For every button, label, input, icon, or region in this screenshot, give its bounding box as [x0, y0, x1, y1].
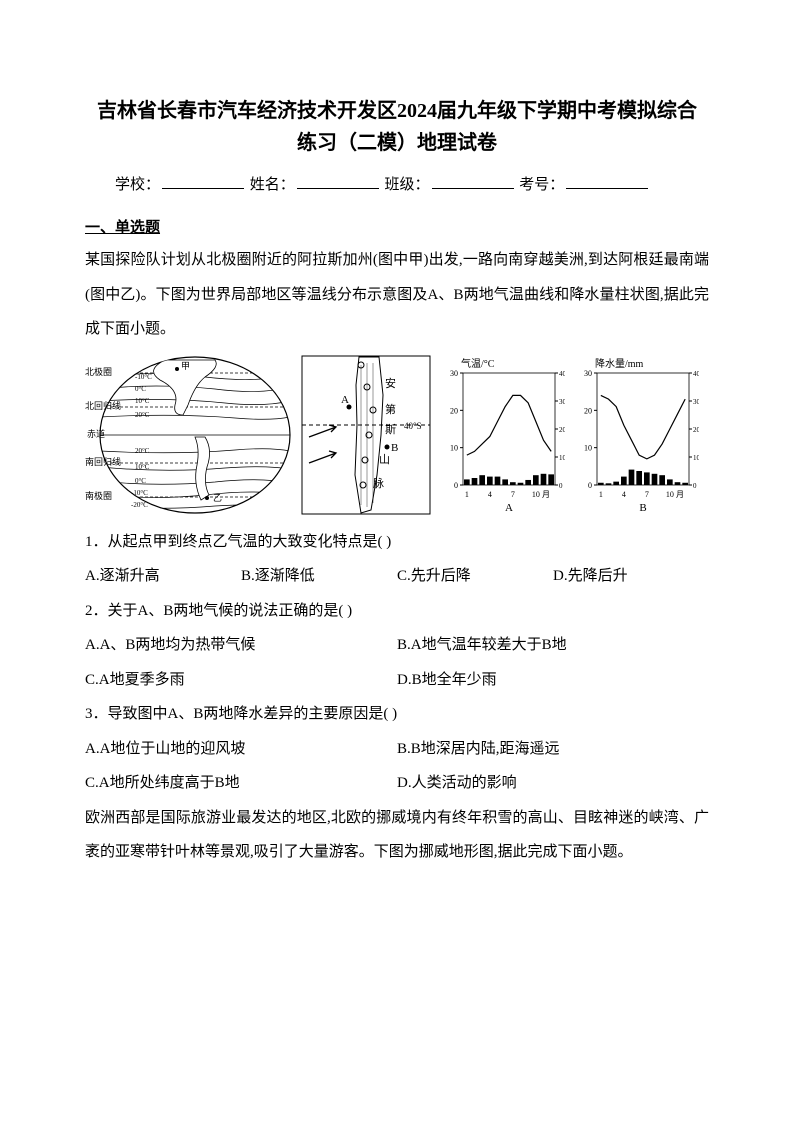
q2-opt-b[interactable]: B.A地气温年较差大于B地	[397, 628, 709, 663]
svg-text:乙: 乙	[213, 493, 222, 503]
class-label: 班级：	[385, 177, 430, 193]
svg-text:10°C: 10°C	[135, 397, 150, 405]
svg-text:100: 100	[693, 454, 699, 462]
svg-text:北回归线: 北回归线	[85, 400, 121, 411]
svg-text:0: 0	[454, 481, 458, 490]
svg-text:-10°C: -10°C	[135, 373, 152, 381]
climate-chart-a: 气温/°C0102030010020030040014710月A	[437, 355, 565, 515]
svg-text:200: 200	[693, 426, 699, 434]
examno-label: 考号：	[519, 177, 564, 193]
svg-text:南极圈: 南极圈	[85, 490, 112, 501]
svg-text:7: 7	[511, 490, 515, 499]
svg-text:400: 400	[693, 370, 699, 378]
svg-text:气温/°C: 气温/°C	[461, 357, 495, 370]
svg-text:脉: 脉	[373, 476, 384, 490]
school-label: 学校：	[115, 177, 160, 193]
title-line1: 吉林省长春市汽车经济技术开发区2024届九年级下学期中考模拟综合	[85, 95, 709, 127]
svg-text:30: 30	[450, 369, 458, 378]
svg-text:0: 0	[588, 481, 592, 490]
svg-text:0: 0	[693, 482, 697, 490]
q1-opt-c[interactable]: C.先升后降	[397, 559, 553, 594]
svg-text:赤道: 赤道	[87, 428, 105, 439]
svg-text:月: 月	[542, 490, 550, 499]
figure-row: 北极圈 北回归线 赤道 南回归线 南极圈 甲 乙 -10°C 0°C 10°C …	[85, 355, 709, 515]
svg-text:20°C: 20°C	[135, 447, 150, 455]
intro-paragraph-2: 欧洲西部是国际旅游业最发达的地区,北欧的挪威境内有终年积雪的高山、目眩神迷的峡湾…	[85, 801, 709, 870]
svg-text:月: 月	[676, 490, 684, 499]
svg-text:0°C: 0°C	[135, 477, 146, 485]
svg-text:7: 7	[645, 490, 649, 499]
svg-text:200: 200	[559, 426, 565, 434]
q3-opt-c[interactable]: C.A地所处纬度高于B地	[85, 766, 397, 801]
svg-text:山: 山	[379, 453, 390, 466]
svg-text:1: 1	[599, 490, 603, 499]
svg-text:0°C: 0°C	[135, 385, 146, 393]
name-blank[interactable]	[297, 171, 379, 189]
svg-text:1: 1	[465, 490, 469, 499]
class-blank[interactable]	[432, 171, 514, 189]
svg-text:-10°C: -10°C	[131, 489, 148, 497]
svg-text:-20°C: -20°C	[131, 501, 148, 509]
svg-text:A: A	[341, 394, 349, 406]
q1-stem: 1．从起点甲到终点乙气温的大致变化特点是( )	[85, 525, 709, 560]
q3-options-row2: C.A地所处纬度高于B地 D.人类活动的影响	[85, 766, 709, 801]
svg-text:安: 安	[385, 376, 396, 390]
title-line2: 练习（二模）地理试卷	[85, 127, 709, 159]
svg-text:10: 10	[666, 490, 674, 499]
svg-text:10: 10	[532, 490, 540, 499]
climate-chart-b: 降水量/mm0102030010020030040014710月B	[571, 355, 699, 515]
svg-text:20°C: 20°C	[135, 411, 150, 419]
q3-opt-a[interactable]: A.A地位于山地的迎风坡	[85, 732, 397, 767]
andes-detail-map: A B 40°S 安 第 斯 山 脉	[301, 355, 431, 515]
svg-text:南回归线: 南回归线	[85, 456, 121, 467]
svg-text:20: 20	[450, 406, 458, 415]
name-label: 姓名：	[250, 177, 295, 193]
intro-paragraph-1: 某国探险队计划从北极圈附近的阿拉斯加州(图中甲)出发,一路向南穿越美洲,到达阿根…	[85, 243, 709, 347]
q2-opt-c[interactable]: C.A地夏季多雨	[85, 663, 397, 698]
q1-opt-d[interactable]: D.先降后升	[553, 559, 709, 594]
q3-opt-d[interactable]: D.人类活动的影响	[397, 766, 709, 801]
svg-text:第: 第	[385, 402, 396, 416]
lat-label: 北极圈	[85, 366, 112, 377]
q3-opt-b[interactable]: B.B地深居内陆,距海遥远	[397, 732, 709, 767]
section-1-title: 一、单选题	[85, 216, 709, 237]
svg-text:斯: 斯	[385, 423, 396, 436]
svg-text:10: 10	[584, 443, 592, 452]
q3-stem: 3．导致图中A、B两地降水差异的主要原因是( )	[85, 697, 709, 732]
svg-text:400: 400	[559, 370, 565, 378]
q2-options-row2: C.A地夏季多雨 D.B地全年少雨	[85, 663, 709, 698]
world-isotherm-map: 北极圈 北回归线 赤道 南回归线 南极圈 甲 乙 -10°C 0°C 10°C …	[85, 355, 295, 515]
page-title: 吉林省长春市汽车经济技术开发区2024届九年级下学期中考模拟综合 练习（二模）地…	[85, 95, 709, 159]
svg-text:甲: 甲	[181, 361, 190, 371]
school-blank[interactable]	[162, 171, 244, 189]
svg-text:4: 4	[488, 490, 492, 499]
svg-text:10: 10	[450, 443, 458, 452]
q2-stem: 2．关于A、B两地气候的说法正确的是( )	[85, 594, 709, 629]
q1-opt-a[interactable]: A.逐渐升高	[85, 559, 241, 594]
svg-text:10°C: 10°C	[135, 463, 150, 471]
q2-opt-a[interactable]: A.A、B两地均为热带气候	[85, 628, 397, 663]
svg-text:4: 4	[622, 490, 626, 499]
q1-opt-b[interactable]: B.逐渐降低	[241, 559, 397, 594]
svg-text:0: 0	[559, 482, 563, 490]
svg-text:30: 30	[584, 369, 592, 378]
svg-text:B: B	[391, 442, 398, 454]
svg-text:300: 300	[559, 398, 565, 406]
svg-text:20: 20	[584, 406, 592, 415]
svg-text:40°S: 40°S	[404, 421, 422, 431]
svg-text:降水量/mm: 降水量/mm	[595, 357, 644, 370]
svg-text:B: B	[639, 502, 646, 514]
examno-blank[interactable]	[566, 171, 648, 189]
q1-options: A.逐渐升高 B.逐渐降低 C.先升后降 D.先降后升	[85, 559, 709, 594]
q3-options-row1: A.A地位于山地的迎风坡 B.B地深居内陆,距海遥远	[85, 732, 709, 767]
q2-opt-d[interactable]: D.B地全年少雨	[397, 663, 709, 698]
svg-text:A: A	[505, 502, 513, 514]
student-info-line: 学校： 姓名： 班级： 考号：	[85, 171, 709, 194]
q2-options-row1: A.A、B两地均为热带气候 B.A地气温年较差大于B地	[85, 628, 709, 663]
svg-text:100: 100	[559, 454, 565, 462]
svg-text:300: 300	[693, 398, 699, 406]
